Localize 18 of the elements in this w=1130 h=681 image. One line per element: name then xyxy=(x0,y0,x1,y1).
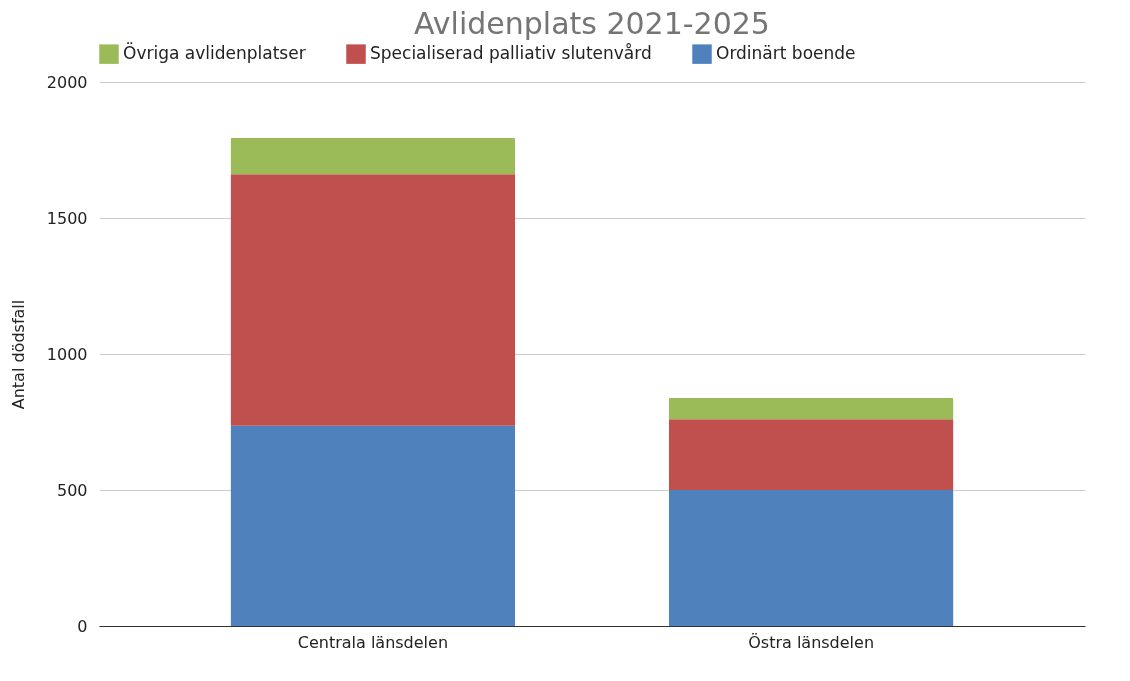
y-axis-title: Antal dödsfall xyxy=(8,299,28,410)
legend-label: Övriga avlidenplatser xyxy=(123,42,306,64)
bar xyxy=(668,419,954,490)
bar xyxy=(668,490,954,626)
x-tick-label: Centrala länsdelen xyxy=(297,632,449,652)
chart-title: Avlidenplats 2021-2025 xyxy=(414,6,770,41)
bar xyxy=(668,397,954,420)
y-tick-label: 1000 xyxy=(46,344,88,364)
bar xyxy=(230,137,516,175)
legend-label: Ordinärt boende xyxy=(716,43,856,64)
y-tick-label: 2000 xyxy=(46,72,88,92)
x-tick-label: Östra länsdelen xyxy=(748,632,875,652)
legend-label: Specialiserad palliativ slutenvård xyxy=(370,43,652,64)
y-tick-label: 1500 xyxy=(46,208,88,228)
y-tick-label: 500 xyxy=(56,480,88,500)
bar xyxy=(230,174,516,426)
bar xyxy=(230,425,516,626)
y-tick-label: 0 xyxy=(77,616,88,636)
